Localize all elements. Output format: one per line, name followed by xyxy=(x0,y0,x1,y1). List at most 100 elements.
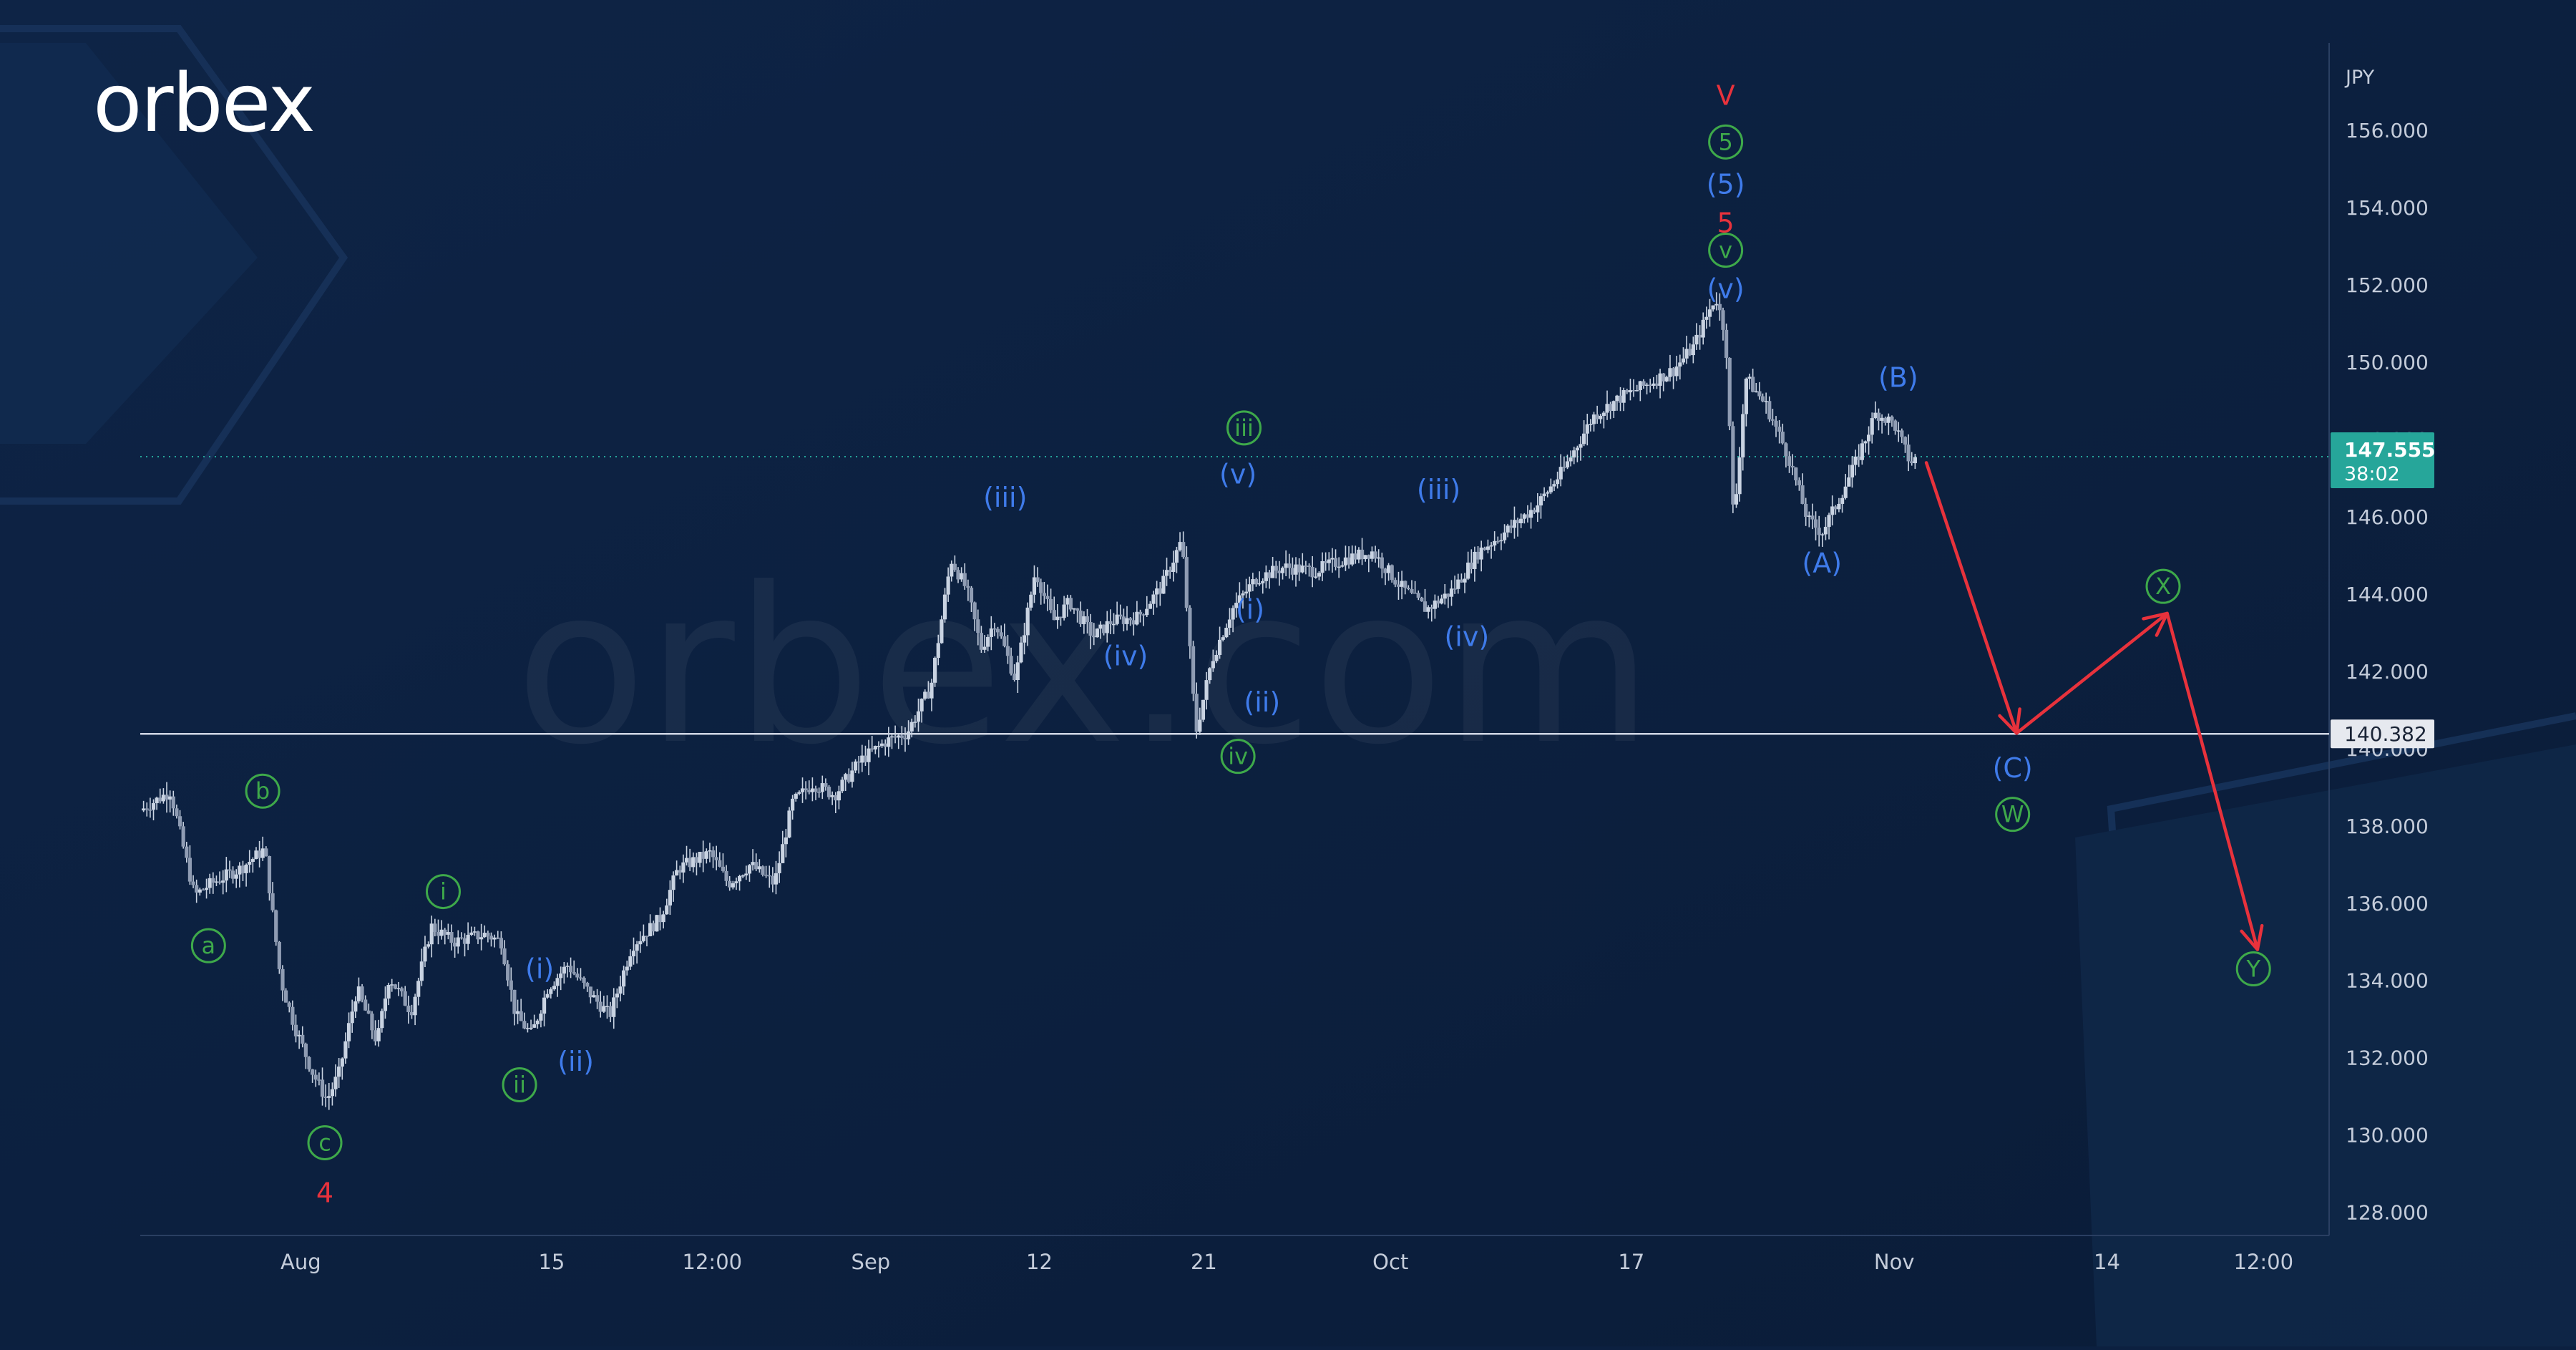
candle xyxy=(721,853,726,873)
candle xyxy=(1032,565,1037,603)
candle xyxy=(1903,436,1908,453)
candle xyxy=(356,977,361,1004)
candle xyxy=(353,996,358,1019)
candle xyxy=(449,924,454,951)
candle xyxy=(691,852,696,873)
candle xyxy=(1045,584,1050,611)
candle xyxy=(506,960,510,986)
candle xyxy=(191,875,195,888)
candle xyxy=(1800,473,1805,505)
candle xyxy=(995,626,1000,639)
wave-label-text: (i) xyxy=(525,953,554,985)
candle xyxy=(1770,409,1775,426)
wave-label-circle xyxy=(1226,410,1262,446)
wave-label-text: b xyxy=(255,777,270,805)
candle xyxy=(1734,483,1739,508)
candle xyxy=(622,966,626,996)
candle xyxy=(1579,436,1583,461)
candle xyxy=(1857,444,1861,467)
candle xyxy=(496,931,500,940)
candle xyxy=(1290,557,1294,581)
time-axis[interactable]: Aug 15 12:00 Sep 12 21 Oct 17 Nov 14 12:00 xyxy=(280,1250,2293,1274)
candle xyxy=(476,931,480,944)
candle xyxy=(734,878,738,890)
candle xyxy=(1433,594,1437,619)
candle xyxy=(648,914,653,937)
candle xyxy=(979,626,984,654)
candle xyxy=(532,1014,537,1029)
candle xyxy=(1237,582,1241,606)
candle xyxy=(1373,545,1377,563)
candle xyxy=(1055,604,1060,629)
candle xyxy=(1174,546,1179,573)
candle xyxy=(1058,616,1063,626)
projection-arrow-head xyxy=(2240,923,2264,951)
candle xyxy=(824,778,828,791)
wave-label-circle xyxy=(1995,797,2031,832)
candle xyxy=(1125,606,1129,631)
candle xyxy=(376,1019,381,1047)
wave-label-text: v xyxy=(1719,237,1732,264)
candle xyxy=(1062,596,1066,621)
candle xyxy=(781,830,785,863)
candle xyxy=(1910,452,1914,466)
wave-labels: abc4iii(i)(ii)(iii)(iv)(v)iii(i)(ii)iv(i… xyxy=(190,80,2271,1209)
candle xyxy=(1522,513,1526,524)
candle xyxy=(615,988,619,1009)
candle xyxy=(433,918,437,937)
candle xyxy=(313,1069,318,1087)
candle xyxy=(962,563,967,590)
candle xyxy=(373,1020,378,1046)
candle xyxy=(807,780,811,795)
candle xyxy=(578,968,583,981)
wave-label-text: 5 xyxy=(1718,128,1732,155)
candle xyxy=(486,931,490,943)
candle xyxy=(1678,354,1682,380)
candle xyxy=(658,907,663,931)
candle xyxy=(976,609,980,646)
candle xyxy=(1194,682,1199,739)
candle xyxy=(1526,505,1530,523)
candle xyxy=(774,860,779,895)
candle xyxy=(456,930,460,954)
y-tick-label: 146.000 xyxy=(2346,505,2429,529)
candle xyxy=(1436,596,1440,608)
candle xyxy=(602,996,606,1014)
candle xyxy=(1605,390,1609,420)
candle xyxy=(1456,573,1460,594)
x-tick-label: Nov xyxy=(1874,1250,1915,1274)
candle xyxy=(1638,380,1642,402)
wave-label: (5) xyxy=(1707,169,1745,200)
wave-label-text: (iii) xyxy=(1417,474,1460,505)
candle xyxy=(1599,414,1603,424)
candle xyxy=(228,860,232,878)
candle xyxy=(1271,557,1275,578)
last-price-value: 147.555 xyxy=(2344,438,2436,462)
candle xyxy=(1546,490,1550,497)
wave-label: ii xyxy=(502,1067,537,1102)
wave-label: (iv) xyxy=(1444,621,1489,652)
candle xyxy=(1314,568,1318,579)
candle xyxy=(889,734,894,749)
wave-label-text: (iv) xyxy=(1444,621,1489,652)
candle xyxy=(1906,434,1911,472)
candle xyxy=(701,840,706,873)
candle xyxy=(1333,549,1338,570)
candle xyxy=(618,976,623,1001)
candle xyxy=(1681,347,1686,365)
candle xyxy=(817,787,821,798)
candle xyxy=(1668,354,1672,382)
wave-label-text: X xyxy=(2155,573,2171,600)
candle xyxy=(588,986,592,1004)
candle xyxy=(1589,419,1593,432)
candle xyxy=(1804,497,1808,526)
candle xyxy=(1048,588,1053,613)
candle xyxy=(1886,413,1890,435)
candle xyxy=(1754,383,1758,393)
y-tick-label: 136.000 xyxy=(2346,892,2429,916)
candle xyxy=(718,852,722,868)
candle xyxy=(1158,581,1162,606)
